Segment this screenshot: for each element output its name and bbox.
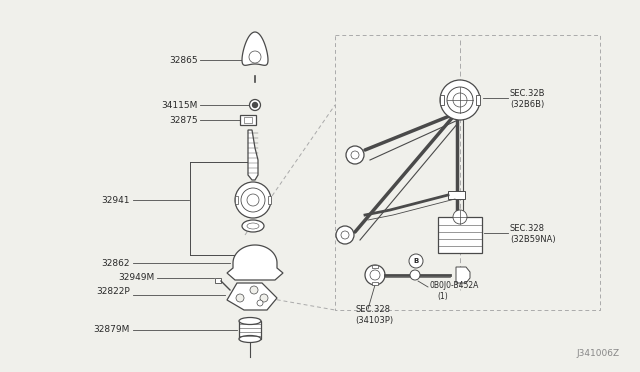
Bar — [244, 117, 252, 123]
Circle shape — [410, 270, 420, 280]
Bar — [438, 217, 482, 253]
Circle shape — [351, 151, 359, 159]
Text: 32941: 32941 — [102, 196, 130, 205]
Bar — [268, 196, 271, 204]
Text: 0B0J0-B452A: 0B0J0-B452A — [430, 282, 479, 291]
Circle shape — [341, 231, 349, 239]
Ellipse shape — [239, 317, 261, 324]
Circle shape — [260, 294, 268, 302]
Circle shape — [257, 300, 263, 306]
Bar — [372, 265, 378, 268]
Polygon shape — [242, 32, 268, 65]
Text: (1): (1) — [437, 292, 448, 301]
Polygon shape — [248, 130, 258, 180]
Polygon shape — [215, 278, 221, 283]
Text: 32822P: 32822P — [96, 288, 130, 296]
Bar — [372, 282, 378, 285]
Text: SEC.32B: SEC.32B — [510, 89, 545, 97]
Circle shape — [365, 265, 385, 285]
Circle shape — [370, 270, 380, 280]
Circle shape — [253, 103, 257, 108]
Bar — [240, 115, 256, 125]
Circle shape — [409, 254, 423, 268]
Text: 34115M: 34115M — [162, 100, 198, 109]
Polygon shape — [456, 267, 470, 283]
Text: SEC.328: SEC.328 — [355, 305, 390, 314]
Ellipse shape — [242, 220, 264, 232]
Text: 32865: 32865 — [170, 55, 198, 64]
Polygon shape — [227, 283, 277, 310]
Circle shape — [247, 194, 259, 206]
Circle shape — [453, 210, 467, 224]
Text: (34103P): (34103P) — [355, 317, 393, 326]
Circle shape — [235, 182, 271, 218]
Bar — [440, 95, 444, 105]
Circle shape — [440, 80, 480, 120]
Bar — [235, 196, 238, 204]
Polygon shape — [448, 191, 465, 199]
Text: J341006Z: J341006Z — [577, 349, 620, 358]
Circle shape — [249, 51, 261, 63]
Text: (32B6B): (32B6B) — [510, 99, 544, 109]
Text: SEC.328: SEC.328 — [510, 224, 545, 232]
Text: 32875: 32875 — [170, 115, 198, 125]
Bar — [239, 321, 261, 339]
Polygon shape — [227, 245, 283, 280]
Circle shape — [447, 87, 473, 113]
Text: 32879M: 32879M — [93, 326, 130, 334]
Circle shape — [250, 99, 260, 110]
Text: B: B — [413, 258, 419, 264]
Ellipse shape — [247, 223, 259, 229]
Text: 32949M: 32949M — [119, 273, 155, 282]
Bar — [476, 95, 480, 105]
Circle shape — [453, 93, 467, 107]
Circle shape — [241, 188, 265, 212]
Circle shape — [336, 226, 354, 244]
Text: (32B59NA): (32B59NA) — [510, 234, 556, 244]
Text: 32862: 32862 — [102, 259, 130, 267]
Ellipse shape — [239, 336, 261, 343]
Circle shape — [346, 146, 364, 164]
Circle shape — [236, 294, 244, 302]
Circle shape — [250, 286, 258, 294]
